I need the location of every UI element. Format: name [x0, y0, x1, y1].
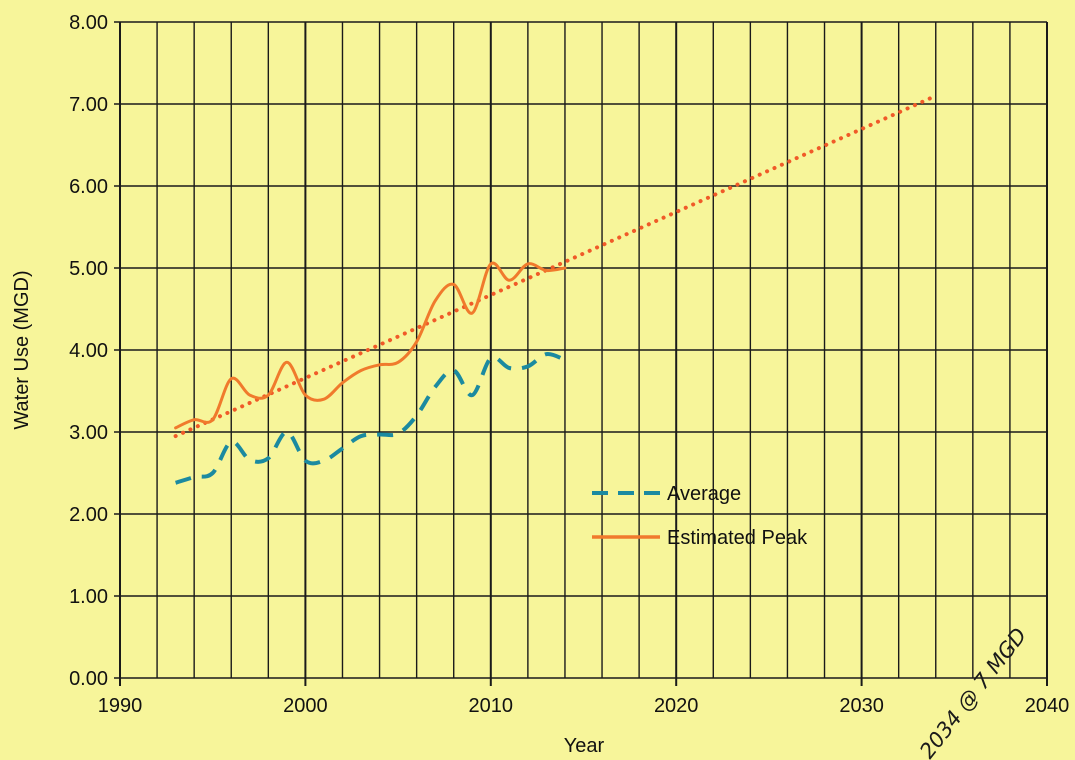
x-tick-label: 1990: [98, 695, 143, 717]
x-tick-label: 2030: [839, 695, 884, 717]
x-tick-label: 2040: [1025, 695, 1070, 717]
y-tick-label: 8.00: [69, 12, 108, 34]
legend: Average Estimated Peak: [592, 483, 808, 549]
y-axis-title: Water Use (MGD): [11, 270, 33, 429]
y-tick-label: 0.00: [69, 668, 108, 690]
x-axis-ticks: 1990 2000 2010 2020 2030 2040: [98, 695, 1070, 717]
series-trend-line: [173, 93, 938, 439]
y-tick-label: 6.00: [69, 176, 108, 198]
legend-label-average: Average: [667, 483, 741, 505]
y-tick-label: 2.00: [69, 504, 108, 526]
series-estimated-peak-line: [174, 261, 567, 430]
x-tick-label: 2000: [283, 695, 328, 717]
series-lines: [173, 93, 938, 485]
x-tick-label: 2010: [469, 695, 514, 717]
y-axis-ticks: 0.00 1.00 2.00 3.00 4.00 5.00 6.00 7.00 8.00: [69, 12, 108, 690]
y-tick-label: 1.00: [69, 586, 108, 608]
y-tick-label: 3.00: [69, 422, 108, 444]
grid-lines: [114, 21, 1048, 686]
x-axis-title: Year: [564, 735, 605, 757]
y-tick-label: 5.00: [69, 258, 108, 280]
legend-label-estimated-peak: Estimated Peak: [667, 527, 808, 549]
x-tick-label: 2020: [654, 695, 699, 717]
y-tick-label: 7.00: [69, 94, 108, 116]
y-tick-label: 4.00: [69, 340, 108, 362]
series-average-line: [175, 351, 566, 485]
